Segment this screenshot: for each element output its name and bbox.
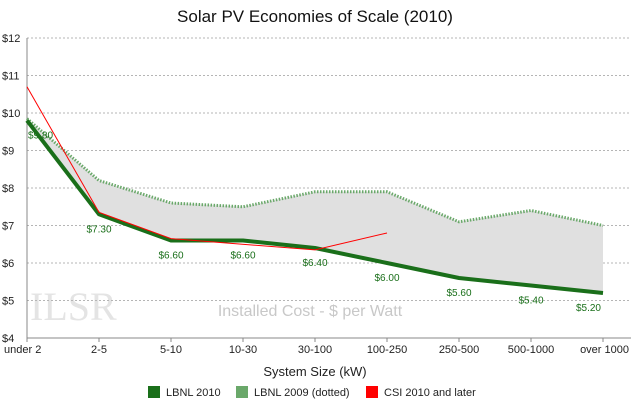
y-tick-label: $8	[2, 183, 14, 195]
y-tick-label: $9	[2, 146, 14, 158]
data-label: $5.40	[518, 296, 543, 307]
y-axis: $4 $5 $6 $7 $8 $9 $10 $11 $12	[2, 33, 631, 345]
fill-area	[27, 118, 603, 293]
series-line-lbnl-2009	[26, 117, 604, 227]
chart-title: Solar PV Economies of Scale (2010)	[177, 7, 453, 26]
legend-swatch	[366, 386, 378, 398]
data-label: $6.60	[158, 251, 183, 262]
y-tick-label: $4	[2, 333, 14, 345]
legend-swatch	[148, 386, 160, 398]
x-tick-label: over 1000	[580, 344, 629, 356]
x-axis: under 2 2-5 5-10 10-30 30-100 100-250 250-500 5…	[4, 338, 629, 356]
series-line-lbnl-2010	[25, 119, 604, 295]
x-tick-label: 30-100	[298, 344, 332, 356]
data-label: $7.30	[86, 224, 111, 235]
y-tick-label: $6	[2, 258, 14, 270]
legend-entry: CSI 2010 and later	[384, 387, 476, 399]
y-tick-label: $10	[2, 108, 20, 120]
chart-annotation: Installed Cost - $ per Watt	[218, 303, 403, 320]
ilsr-logo: ILSR	[30, 284, 117, 329]
x-tick-label: 500-1000	[508, 344, 555, 356]
x-tick-label: 100-250	[367, 344, 407, 356]
x-tick-label: 2-5	[91, 344, 107, 356]
data-label: $5.60	[446, 288, 471, 299]
legend-entry: LBNL 2009 (dotted)	[254, 387, 350, 399]
y-tick-label: $5	[2, 296, 14, 308]
x-tick-label: under 2	[4, 344, 41, 356]
legend: LBNL 2010 LBNL 2009 (dotted) CSI 2010 and …	[148, 386, 476, 399]
x-tick-label: 250-500	[439, 344, 479, 356]
y-tick-label: $7	[2, 221, 14, 233]
series-line-csi-2010	[26, 86, 388, 251]
legend-swatch	[236, 386, 248, 398]
x-tick-label: 5-10	[160, 344, 182, 356]
data-label: $6.40	[302, 258, 327, 269]
fill-between-series	[27, 118, 603, 293]
x-tick-label: 10-30	[229, 344, 257, 356]
legend-entry: LBNL 2010	[166, 387, 221, 399]
data-label: $6.00	[374, 273, 399, 284]
series-layer	[25, 86, 604, 295]
x-axis-label: System Size (kW)	[263, 364, 366, 379]
data-labels: $9.80 $7.30 $6.60 $6.60 $6.40 $6.00 $5.60 $5.40…	[28, 131, 601, 315]
y-tick-label: $12	[2, 33, 20, 45]
data-label: $6.60	[230, 251, 255, 262]
data-label: $5.20	[576, 303, 601, 314]
y-tick-label: $11	[2, 71, 20, 83]
data-label: $9.80	[28, 131, 53, 142]
